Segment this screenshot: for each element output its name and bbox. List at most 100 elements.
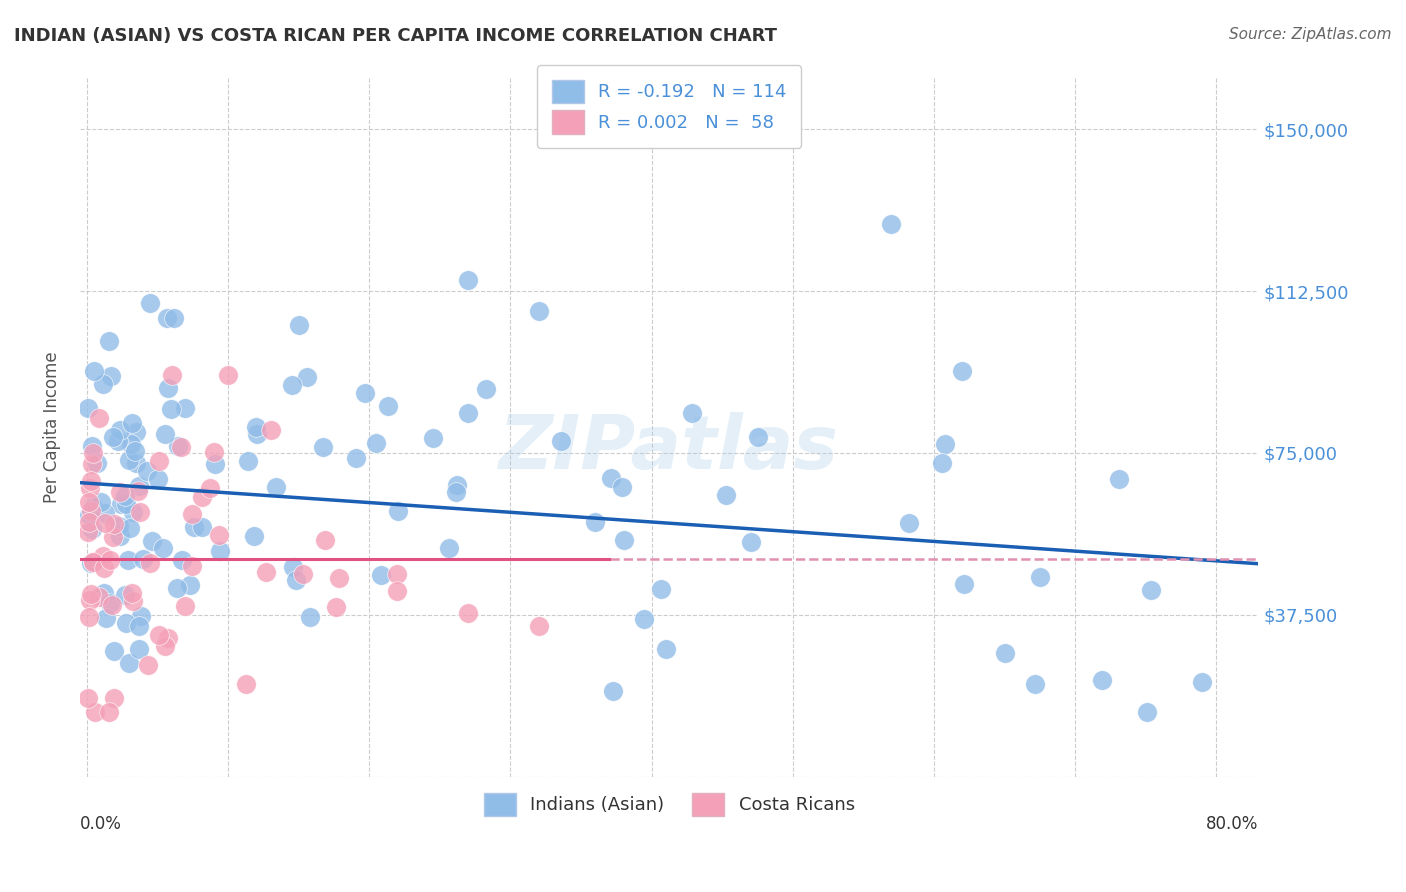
Point	[328, 571, 350, 585]
Point	[127, 483, 149, 498]
Point	[344, 450, 367, 465]
Point	[77, 508, 100, 523]
Y-axis label: Per Capita Income: Per Capita Income	[44, 351, 60, 503]
Point	[146, 472, 169, 486]
Point	[110, 498, 132, 512]
Point	[747, 430, 769, 444]
Point	[128, 619, 150, 633]
Point	[550, 434, 572, 449]
Point	[108, 485, 131, 500]
Point	[83, 364, 105, 378]
Point	[312, 441, 335, 455]
Point	[740, 534, 762, 549]
Point	[93, 560, 115, 574]
Point	[139, 556, 162, 570]
Point	[1136, 705, 1159, 719]
Point	[994, 646, 1017, 660]
Point	[91, 377, 114, 392]
Point	[377, 399, 399, 413]
Point	[122, 594, 145, 608]
Point	[387, 584, 409, 599]
Point	[120, 436, 142, 450]
Point	[108, 519, 131, 533]
Point	[89, 590, 111, 604]
Point	[84, 705, 107, 719]
Point	[108, 423, 131, 437]
Point	[325, 600, 347, 615]
Point	[217, 368, 239, 383]
Point	[160, 401, 183, 416]
Point	[191, 520, 214, 534]
Point	[103, 643, 125, 657]
Point	[79, 593, 101, 607]
Point	[79, 474, 101, 488]
Point	[157, 631, 180, 645]
Point	[93, 586, 115, 600]
Point	[280, 377, 302, 392]
Point	[681, 406, 703, 420]
Point	[121, 416, 143, 430]
Point	[82, 555, 104, 569]
Point	[118, 656, 141, 670]
Text: 80.0%: 80.0%	[1206, 815, 1258, 833]
Text: 0.0%: 0.0%	[80, 815, 122, 833]
Point	[139, 295, 162, 310]
Point	[77, 494, 100, 508]
Point	[314, 533, 336, 548]
Point	[82, 522, 104, 536]
Point	[366, 436, 388, 450]
Point	[77, 401, 100, 416]
Point	[114, 497, 136, 511]
Point	[114, 589, 136, 603]
Point	[77, 524, 100, 539]
Point	[298, 610, 321, 624]
Point	[284, 573, 307, 587]
Point	[880, 217, 903, 231]
Point	[202, 445, 225, 459]
Point	[714, 488, 737, 502]
Point	[1140, 583, 1163, 598]
Point	[117, 552, 139, 566]
Point	[583, 515, 606, 529]
Point	[180, 507, 202, 521]
Point	[121, 586, 143, 600]
Point	[80, 587, 103, 601]
Point	[235, 677, 257, 691]
Point	[1108, 471, 1130, 485]
Point	[80, 439, 103, 453]
Point	[243, 529, 266, 543]
Point	[155, 640, 177, 654]
Point	[80, 457, 103, 471]
Point	[173, 401, 195, 415]
Point	[1191, 674, 1213, 689]
Point	[264, 480, 287, 494]
Point	[103, 517, 125, 532]
Point	[1024, 677, 1046, 691]
Point	[115, 616, 138, 631]
Point	[107, 434, 129, 449]
Point	[124, 444, 146, 458]
Point	[183, 520, 205, 534]
Point	[125, 456, 148, 470]
Point	[599, 471, 621, 485]
Point	[79, 481, 101, 495]
Point	[94, 516, 117, 530]
Text: ZIPatlas: ZIPatlas	[499, 411, 839, 484]
Point	[655, 641, 678, 656]
Point	[610, 480, 633, 494]
Point	[422, 431, 444, 445]
Point	[132, 552, 155, 566]
Point	[633, 612, 655, 626]
Point	[238, 454, 260, 468]
Point	[650, 582, 672, 597]
Point	[446, 477, 468, 491]
Point	[103, 690, 125, 705]
Point	[82, 500, 104, 515]
Point	[291, 566, 314, 581]
Point	[953, 576, 976, 591]
Point	[934, 436, 956, 450]
Point	[260, 423, 283, 437]
Point	[114, 489, 136, 503]
Point	[82, 445, 104, 459]
Point	[101, 430, 124, 444]
